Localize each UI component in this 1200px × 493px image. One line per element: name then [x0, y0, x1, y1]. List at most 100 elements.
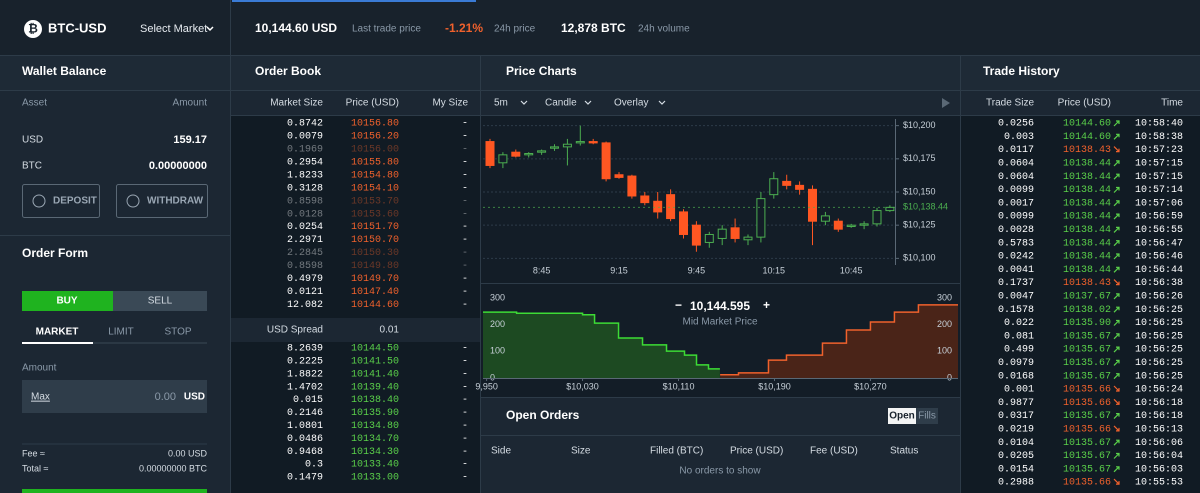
- buy-tab[interactable]: [22, 291, 113, 311]
- order-price: 10144.50: [351, 344, 399, 355]
- column-header: Price (USD): [730, 446, 783, 457]
- order-size: 0.0486: [287, 434, 323, 445]
- my-size: -: [462, 408, 468, 419]
- max-link[interactable]: Max: [31, 392, 50, 403]
- my-size: -: [462, 235, 468, 246]
- sell-tab[interactable]: [113, 291, 207, 311]
- tab-label[interactable]: Fills: [918, 411, 936, 422]
- toolbar-item[interactable]: 5m: [494, 98, 508, 109]
- my-size: -: [462, 209, 468, 220]
- candle-body: [601, 142, 611, 180]
- panel-title: Order Form: [22, 246, 88, 260]
- amount: 159.17: [173, 134, 207, 146]
- tab-label[interactable]: MARKET: [36, 327, 79, 338]
- trade-size: 0.499: [1004, 345, 1034, 356]
- trade-time: 10:56:04: [1135, 451, 1183, 462]
- my-size: -: [462, 344, 468, 355]
- total-value: 0.00000000 BTC: [139, 463, 208, 473]
- trade-size: 0.003: [1004, 132, 1034, 143]
- x-tick-label: 9:45: [688, 265, 706, 275]
- panel-title: Order Book: [255, 64, 321, 78]
- total-label: Total ≈: [22, 463, 49, 473]
- direction-arrow: [1113, 306, 1120, 313]
- panel-headers: [0, 55, 1200, 91]
- fee-value: 0.00 USD: [168, 448, 208, 458]
- zoom-in[interactable]: +: [763, 298, 770, 312]
- tab-label[interactable]: STOP: [164, 327, 191, 338]
- my-size: -: [462, 145, 468, 156]
- stat-value: 12,878 BTC: [561, 21, 626, 35]
- candle-body: [562, 143, 572, 148]
- direction-arrow: [1113, 385, 1120, 392]
- last-price-label: $10,138.44: [903, 202, 948, 212]
- trade-price: 10135.67: [1063, 371, 1111, 382]
- trade-size: 0.0205: [998, 451, 1034, 462]
- amount-input[interactable]: [22, 380, 207, 413]
- panel-title: Trade History: [983, 64, 1060, 78]
- direction-arrow: [1113, 333, 1120, 340]
- button-label[interactable]: WITHDRAW: [147, 196, 204, 207]
- trade-price: 10138.44: [1063, 185, 1111, 196]
- open-tab[interactable]: [888, 408, 916, 424]
- trade-size: 0.0168: [998, 371, 1034, 382]
- candle-body: [808, 188, 817, 222]
- trade-size: 0.0099: [998, 212, 1034, 223]
- trade-time: 10:56:59: [1135, 212, 1183, 223]
- trade-size: 0.0604: [998, 159, 1034, 170]
- trade-size: 0.0242: [998, 252, 1034, 263]
- direction-arrow: [1113, 425, 1120, 432]
- market-select[interactable]: Select Market: [140, 23, 207, 35]
- withdraw-button[interactable]: [116, 184, 208, 218]
- x-tick-label: 9,950: [475, 381, 498, 391]
- order-size: 1.0801: [287, 421, 323, 432]
- deposit-button[interactable]: [22, 184, 100, 218]
- logo: ₿: [24, 20, 42, 38]
- my-size: -: [462, 248, 468, 259]
- trade-size: 0.1737: [998, 278, 1034, 289]
- direction-arrow: [1113, 146, 1120, 153]
- mid-price: 10,144.595: [690, 299, 750, 313]
- my-size: -: [462, 395, 468, 406]
- depth-area: [720, 304, 958, 378]
- order-size: 0.2225: [287, 357, 323, 368]
- trade-price: 10135.67: [1063, 464, 1111, 475]
- trade-time: 10:56:55: [1135, 225, 1183, 236]
- toolbar-item[interactable]: Candle: [545, 98, 577, 109]
- order-size: 12.082: [287, 300, 323, 311]
- order-price: 10154.80: [351, 170, 399, 181]
- button-label[interactable]: DEPOSIT: [53, 196, 97, 207]
- trade-size: 0.0317: [998, 411, 1034, 422]
- column-header: Market Size: [270, 98, 323, 109]
- fills-tab[interactable]: [916, 408, 938, 424]
- my-size: -: [462, 421, 468, 432]
- trade-time: 10:56:25: [1135, 331, 1183, 342]
- chevron: [520, 100, 528, 105]
- play-icon[interactable]: [942, 98, 950, 108]
- direction-arrow: [1113, 293, 1120, 300]
- submit-button[interactable]: [22, 489, 207, 493]
- zoom-out[interactable]: −: [675, 298, 682, 312]
- toolbar-item[interactable]: Overlay: [614, 98, 648, 109]
- candle-body: [846, 224, 856, 228]
- order-size: 1.4702: [287, 382, 323, 393]
- candle-body: [704, 233, 714, 243]
- my-size: -: [462, 183, 468, 194]
- asset: BTC: [22, 161, 42, 172]
- tab-label[interactable]: BUY: [56, 296, 77, 307]
- trade-price: 10138.44: [1063, 198, 1111, 209]
- candle-body: [550, 146, 559, 149]
- trade-size: 0.0017: [998, 198, 1034, 209]
- x-tick-label: $10,270: [854, 381, 887, 391]
- x-tick-label: 9:15: [610, 265, 628, 275]
- panel-title: Wallet Balance: [22, 64, 107, 78]
- tab-label[interactable]: Open: [889, 411, 915, 422]
- stat-value: -1.21%: [445, 21, 483, 35]
- column-header: Size: [571, 446, 591, 457]
- tab-label[interactable]: SELL: [148, 296, 173, 307]
- candle-body: [485, 141, 495, 166]
- my-size: -: [462, 447, 468, 458]
- trade-size: 0.001: [1004, 385, 1034, 396]
- candle-body: [575, 141, 585, 144]
- order-size: 0.0128: [287, 209, 323, 220]
- tab-label[interactable]: LIMIT: [108, 327, 134, 338]
